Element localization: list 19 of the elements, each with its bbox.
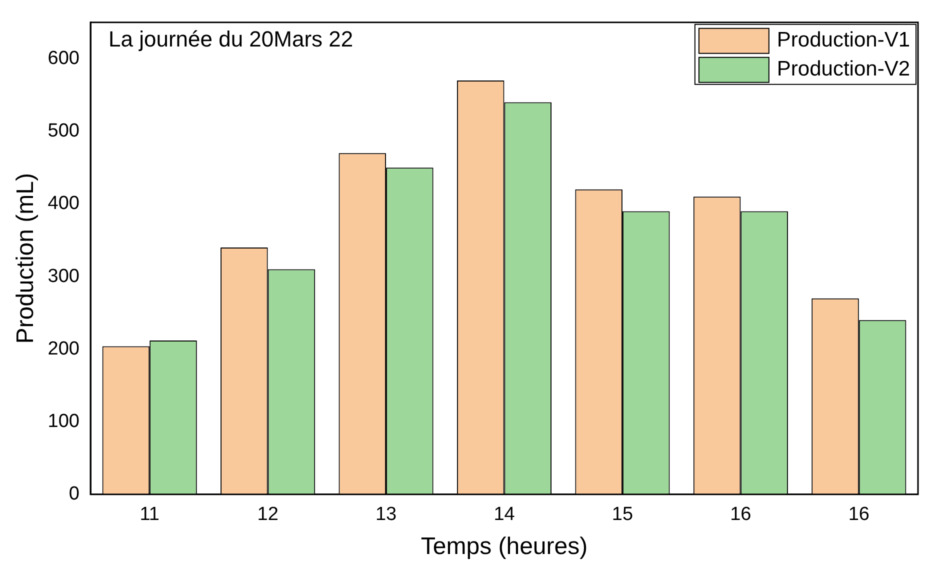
x-tick-label: 12: [257, 504, 278, 526]
y-tick-label: 0: [68, 484, 80, 505]
x-tick-label: 14: [494, 504, 516, 526]
x-tick-label: 16: [730, 504, 752, 526]
chart-title: La journée du 20Mars 22: [108, 26, 354, 52]
y-axis-title: Production (mL): [12, 173, 40, 344]
y-tick-label: 500: [48, 120, 80, 142]
x-tick-label: 15: [612, 504, 634, 526]
x-axis-title: Temps (heures): [420, 533, 588, 560]
y-tick-label: 100: [48, 411, 80, 432]
x-tick-label: 16: [848, 504, 870, 526]
y-tick-label: 200: [48, 338, 80, 360]
y-tick-label: 600: [48, 48, 80, 69]
y-tick-label: 300: [48, 266, 80, 287]
x-tick-label: 11: [140, 504, 160, 526]
legend-label: Production-V2: [776, 58, 910, 81]
y-tick-label: 400: [48, 193, 80, 214]
x-tick-label: 13: [375, 504, 397, 526]
legend-label: Production-V1: [776, 28, 910, 52]
